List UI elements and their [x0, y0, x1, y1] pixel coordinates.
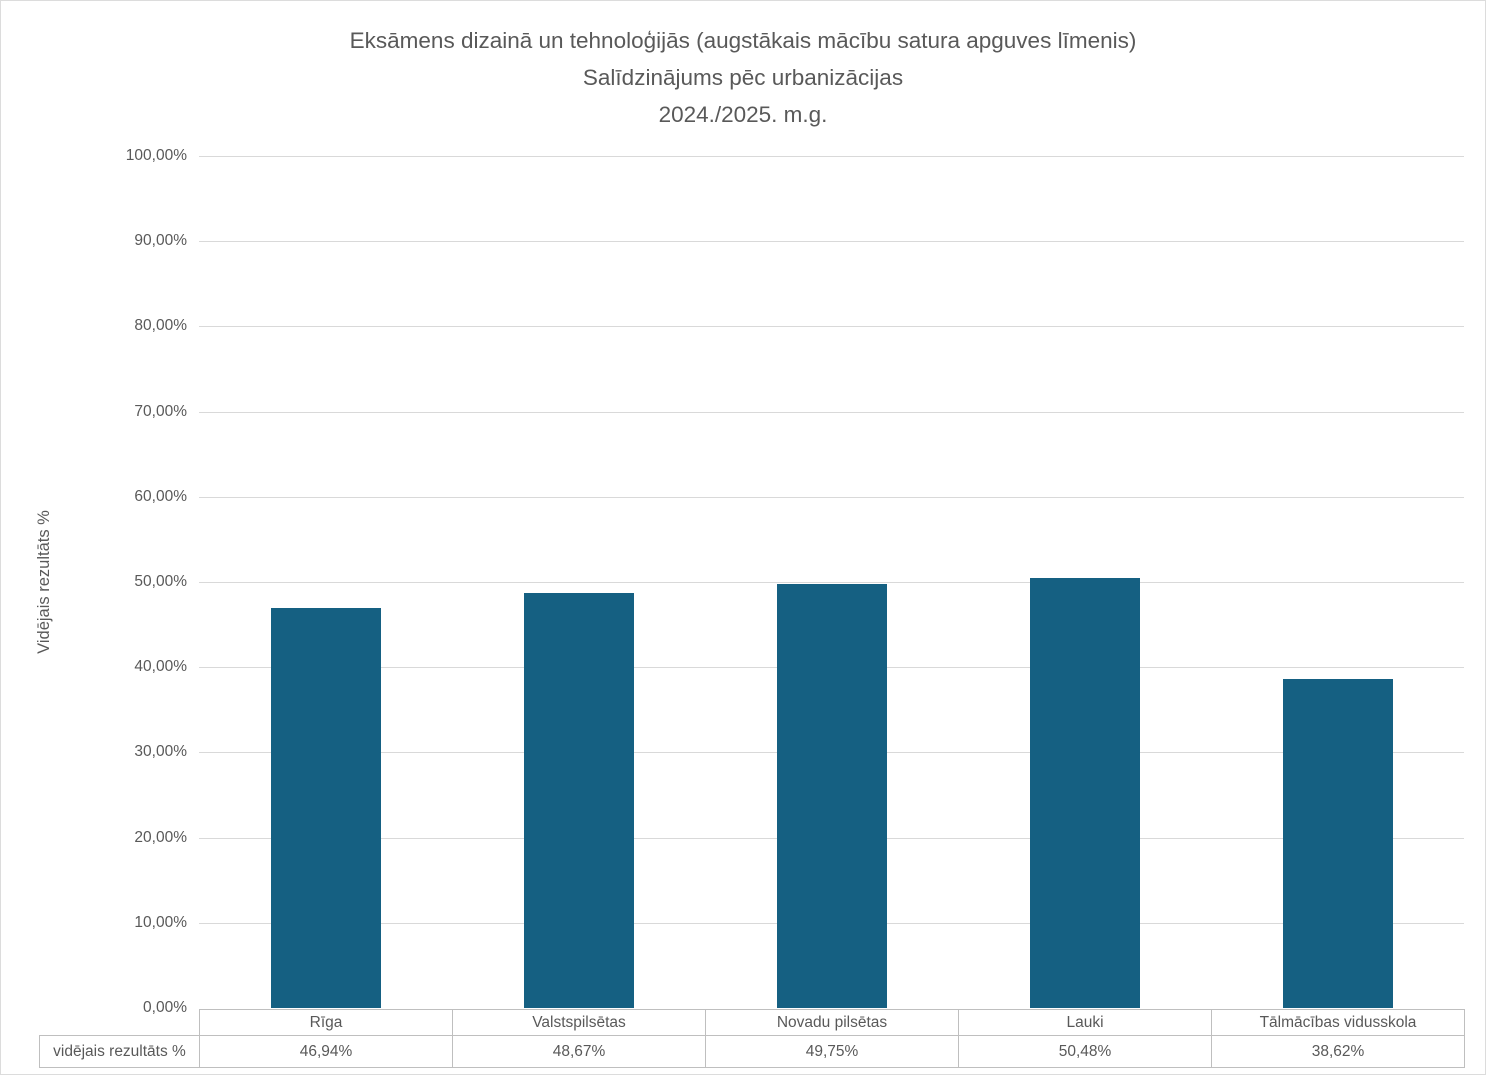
table-value-cell: 49,75% [705, 1035, 959, 1068]
bar-Rīga [270, 608, 381, 1008]
y-tick-label: 50,00% [134, 573, 187, 590]
plot-area [199, 156, 1464, 1008]
gridline [199, 156, 1464, 157]
gridline [199, 411, 1464, 413]
y-tick-label: 30,00% [134, 743, 187, 761]
table-value-cell: 48,67% [452, 1035, 706, 1068]
y-tick-label: 10,00% [134, 913, 187, 931]
data-table: Rīga Valstspilsētas Novadu pilsētas Lauki Tā… [39, 1009, 1465, 1068]
gridline [199, 326, 1464, 328]
y-tick-label: 80,00% [134, 317, 187, 335]
table-category-cell: Rīga [199, 1009, 453, 1036]
chart-title-line-2: Salīdzinājums pēc urbanizācijas [582, 65, 904, 90]
chart-title-line-1: Eksāmens dizainā un tehnoloģijās (augstā… [349, 28, 1137, 53]
table-row-label: vidējais rezultāts % [39, 1035, 200, 1068]
table-corner-blank [40, 1010, 200, 1036]
category-row: Rīga Valstspilsētas Novadu pilsētas Lauki Tā… [40, 1009, 1465, 1036]
y-tick-label: 20,00% [134, 828, 187, 846]
gridline [199, 496, 1464, 498]
y-tick-label: 100,00% [125, 147, 187, 164]
table-category-cell: Valstspilsētas [452, 1009, 706, 1036]
y-tick-label: 90,00% [134, 232, 187, 250]
chart-title: Eksāmens dizainā un tehnoloģijās (augstā… [1, 22, 1485, 133]
value-row: vidējais rezultāts % 46,94% 48,67% 49,75% 5… [39, 1035, 1465, 1068]
y-axis-ticks: 0,00% 10,00% 20,00% 30,00% 40,00% 50,00% 60,00… [1, 147, 187, 1016]
table-category-cell: Novadu pilsētas [705, 1009, 959, 1036]
bar-Lauki [1029, 577, 1140, 1008]
table-value-cell: 50,48% [958, 1035, 1212, 1068]
bar-Tālmācības vidusskola [1282, 678, 1393, 1008]
gridline [199, 241, 1464, 243]
table-value-cell: 46,94% [199, 1035, 453, 1068]
table-value-cell: 38,62% [1211, 1035, 1465, 1068]
y-tick-label: 60,00% [134, 487, 187, 505]
y-tick-label: 70,00% [134, 402, 187, 420]
gridline [199, 582, 1464, 583]
bar-Novadu pilsētas [776, 584, 887, 1008]
y-tick-label: 40,00% [134, 658, 187, 676]
bar-Valstspilsētas [523, 593, 634, 1008]
table-category-cell: Lauki [958, 1009, 1212, 1036]
chart-title-line-3: 2024./2025. m.g. [658, 102, 828, 127]
y-tick-label: 0,00% [143, 999, 187, 1016]
table-category-cell: Tālmācības vidusskola [1211, 1009, 1465, 1036]
